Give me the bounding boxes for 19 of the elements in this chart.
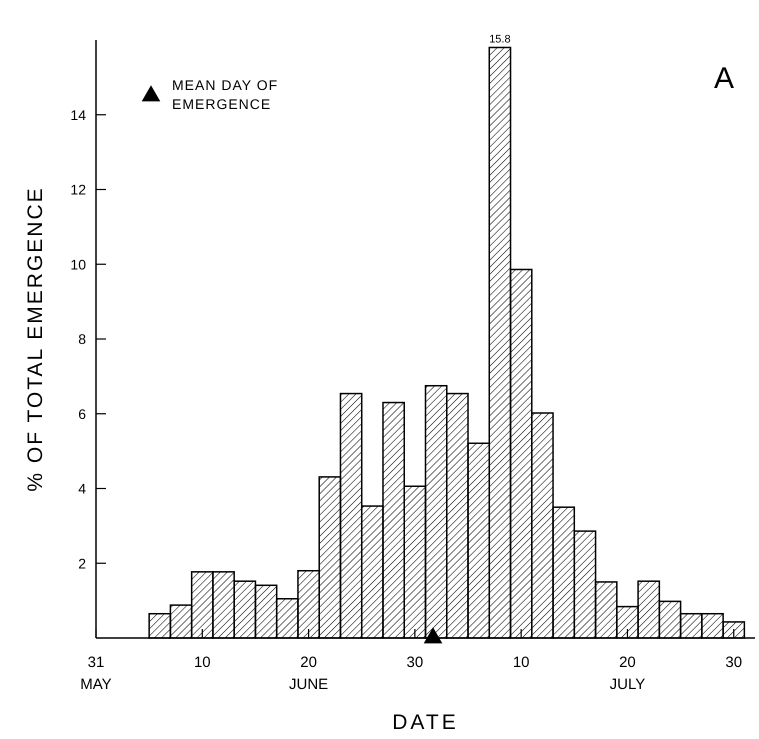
x-tick-label: 30 — [725, 654, 742, 671]
x-tick-label: 10 — [194, 654, 211, 671]
x-tick-label: 31 MAY — [80, 654, 112, 693]
x-tick-label: 20 JULY — [610, 654, 646, 693]
data-label: 15.8 — [489, 33, 511, 46]
legend-label: MEAN DAY OF EMERGENCE — [172, 77, 278, 112]
x-tick-label: 10 — [512, 654, 530, 671]
y-tick-label: 14 — [70, 106, 86, 123]
x-tick-label: 20 JUNE — [288, 654, 328, 693]
y-tick-label: 6 — [78, 406, 86, 422]
y-tick-label: 12 — [70, 182, 86, 198]
y-tick-label: 8 — [78, 331, 86, 347]
y-axis-title: % OF TOTAL EMERGENCE — [24, 186, 47, 492]
y-tick-label: 2 — [78, 555, 86, 572]
y-tick-label: 10 — [70, 256, 86, 272]
x-axis-title: DATE — [392, 711, 459, 734]
annotation: A — [714, 62, 734, 95]
y-tick-label: 4 — [78, 480, 86, 496]
x-tick-label: 30 — [406, 654, 424, 671]
